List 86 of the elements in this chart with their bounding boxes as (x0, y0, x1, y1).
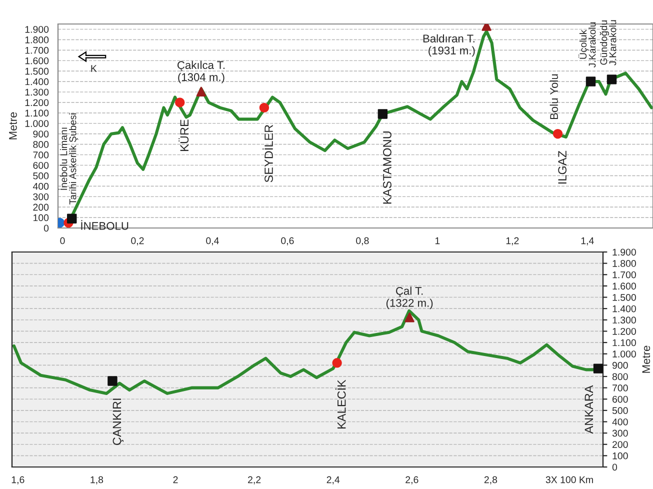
annotation: Bolu Yolu (550, 74, 558, 120)
point (552, 128, 563, 139)
y2-tick-label: 1.000 (612, 350, 636, 358)
x-tick-label: 1,2 (506, 237, 519, 246)
y-tick-label: 1.400 (25, 78, 49, 86)
x-tick-label: 0,4 (206, 237, 219, 246)
x-tick-label: 2,4 (326, 476, 340, 484)
y-tick-label: 0 (44, 224, 49, 232)
text: KALECİK (335, 380, 346, 428)
x-tick-label: 1,6 (12, 476, 24, 484)
point (174, 98, 185, 108)
y2-tick-label: 1.700 (612, 271, 636, 278)
y-tick-label: 600 (33, 162, 49, 169)
x-tick-label: 3X 100 Km (546, 476, 593, 484)
point (378, 109, 388, 119)
point (332, 358, 342, 368)
y-tick-label: 700 (33, 152, 49, 158)
annotation: Gündoğdu J.Karakolu (600, 20, 616, 66)
y2-tick-label: 0 (612, 464, 618, 471)
annotation: Üçoluk J.Karakolu (578, 22, 596, 68)
y2-tick-label: 900 (612, 362, 628, 369)
x-tick-label: 2,6 (406, 476, 418, 484)
point (67, 214, 77, 224)
y-tick-label: 900 (33, 130, 49, 138)
point (404, 312, 414, 322)
series-label: İNEBOLU (81, 220, 128, 230)
x-tick-label: 0 (60, 237, 65, 244)
x-tick-label: 1 (435, 237, 440, 244)
series-label: Çal T. (1322 m.) (386, 286, 433, 310)
x-tick-label: 0,8 (356, 237, 369, 246)
point (606, 74, 617, 84)
y2-tick-label: 1.300 (612, 316, 636, 324)
y2-tick-label: 1.600 (612, 282, 636, 290)
y2-tick-label: 200 (612, 441, 628, 448)
x-tick-label: 2 (173, 476, 178, 484)
y-axis-title: Metre (9, 112, 17, 140)
y2-tick-label: 700 (612, 384, 628, 392)
y-tick-label: 1.300 (25, 88, 49, 96)
y2-tick-label: 600 (612, 396, 628, 403)
series-label: Çakılca T. (1304 m.) (177, 60, 224, 84)
point (196, 86, 206, 96)
text: ILGAZ (558, 150, 566, 184)
y-tick-label: 1.800 (25, 36, 49, 44)
point (259, 102, 270, 113)
y-tick-label: 1.900 (25, 26, 49, 33)
point (593, 364, 603, 374)
y2-tick-label: 800 (612, 373, 628, 380)
y2-tick-label: 1.200 (612, 328, 636, 335)
annotation: İnebolu Limanı Tarihi Askerlik Şubesi (58, 113, 78, 204)
y-tick-label: 1.200 (25, 99, 49, 106)
y-tick-label: 800 (33, 141, 49, 148)
x-tick-label: 2,2 (248, 476, 261, 484)
y2-tick-label: 1.400 (612, 305, 636, 312)
y-tick-label: 1.600 (25, 57, 49, 64)
y2-tick-label: 400 (612, 418, 628, 426)
y2-tick-label: 500 (612, 407, 628, 414)
y-tick-label: 500 (33, 172, 49, 180)
text: ANKARA (584, 385, 593, 434)
x-tick-label: 0,6 (281, 237, 294, 246)
y-tick-label: 300 (33, 193, 49, 200)
point (108, 376, 118, 386)
text: ÇANKIRI (112, 398, 124, 445)
y2-tick-label: 1.800 (612, 260, 636, 267)
x-tick-label: 2,8 (484, 476, 498, 484)
x-tick-label: 0,2 (131, 237, 144, 246)
x-tick-label: 1,4 (581, 237, 594, 246)
x-tick-label: 1,8 (90, 476, 104, 484)
y-tick-label: 1.100 (25, 110, 49, 117)
y2-axis-title: Metre (642, 346, 650, 373)
series-label: Baldıran T. (1931 m.) (423, 34, 475, 57)
y-tick-label: 400 (32, 182, 49, 190)
y-tick-label: 1.000 (25, 120, 49, 128)
point (586, 76, 596, 86)
y-tick-label: 200 (33, 204, 49, 211)
y2-tick-label: 100 (612, 452, 628, 460)
text: KASTAMONU (383, 132, 392, 204)
y2-tick-label: 1.900 (612, 248, 636, 256)
y2-tick-label: 300 (612, 430, 628, 437)
y2-tick-label: 1.500 (612, 294, 636, 301)
text: KÜRE (178, 120, 189, 151)
text: SEYDİLER (262, 124, 273, 182)
y-tick-label: 1.500 (25, 68, 49, 75)
y2-tick-label: 1.100 (612, 339, 636, 346)
y-tick-label: 1.700 (25, 46, 49, 54)
annotation: K (91, 65, 97, 72)
y-tick-label: 100 (33, 214, 49, 222)
